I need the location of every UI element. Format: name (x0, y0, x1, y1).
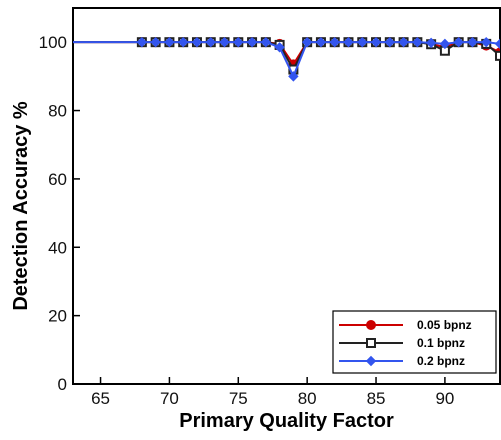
y-tick-label: 40 (48, 238, 67, 257)
data-point (357, 36, 368, 48)
legend-label: 0.1 bpnz (417, 336, 465, 350)
x-tick-label: 65 (91, 389, 110, 408)
data-point (412, 36, 423, 48)
x-tick-label: 90 (435, 389, 454, 408)
data-point (370, 36, 382, 48)
data-point (481, 36, 492, 48)
x-tick-label: 80 (298, 389, 317, 408)
legend-label: 0.05 bpnz (417, 318, 472, 332)
x-tick-label: 85 (367, 389, 386, 408)
plot-area-frame (72, 7, 501, 385)
x-axis-title: Primary Quality Factor (179, 410, 394, 432)
data-point (398, 36, 409, 48)
data-point (494, 38, 500, 50)
data-point (191, 36, 203, 48)
data-point (219, 36, 230, 48)
data-point (177, 36, 189, 48)
series-line (73, 41, 500, 79)
legend: 0.05 bpnz 0.1 bpnz 0.2 bpnz (332, 310, 497, 374)
data-point (288, 71, 299, 82)
data-point (246, 36, 258, 48)
x-tick-label: 75 (229, 389, 248, 408)
y-axis-title: Detection Accuracy % (10, 101, 32, 311)
data-point (301, 36, 313, 48)
data-point (150, 36, 161, 48)
legend-entry: 0.05 bpnz (339, 318, 472, 332)
legend-marker (365, 355, 377, 367)
data-point (453, 36, 464, 48)
data-point (495, 50, 500, 61)
legend-marker (366, 320, 376, 330)
data-point (384, 36, 396, 48)
legend-entry: 0.1 bpnz (339, 336, 465, 350)
data-point (233, 36, 244, 48)
data-point (315, 36, 327, 48)
data-point (439, 38, 451, 50)
data-point (274, 42, 285, 53)
data-point (343, 36, 354, 48)
data-point (329, 36, 340, 48)
data-point (136, 36, 148, 48)
series-2 (73, 36, 500, 82)
data-point (260, 36, 272, 48)
y-tick-label: 0 (58, 375, 67, 394)
y-tick-label: 60 (48, 170, 67, 189)
x-tick-label: 70 (160, 389, 179, 408)
data-point (467, 36, 478, 48)
data-point (425, 37, 437, 49)
y-tick-label: 80 (48, 102, 67, 121)
y-tick-label: 20 (48, 307, 67, 326)
y-tick-label: 100 (39, 33, 67, 52)
legend-entry: 0.2 bpnz (339, 354, 465, 368)
data-point (205, 36, 216, 48)
legend-label: 0.2 bpnz (417, 354, 465, 368)
legend-box (332, 310, 497, 374)
legend-marker (366, 338, 376, 348)
data-point (164, 36, 175, 48)
